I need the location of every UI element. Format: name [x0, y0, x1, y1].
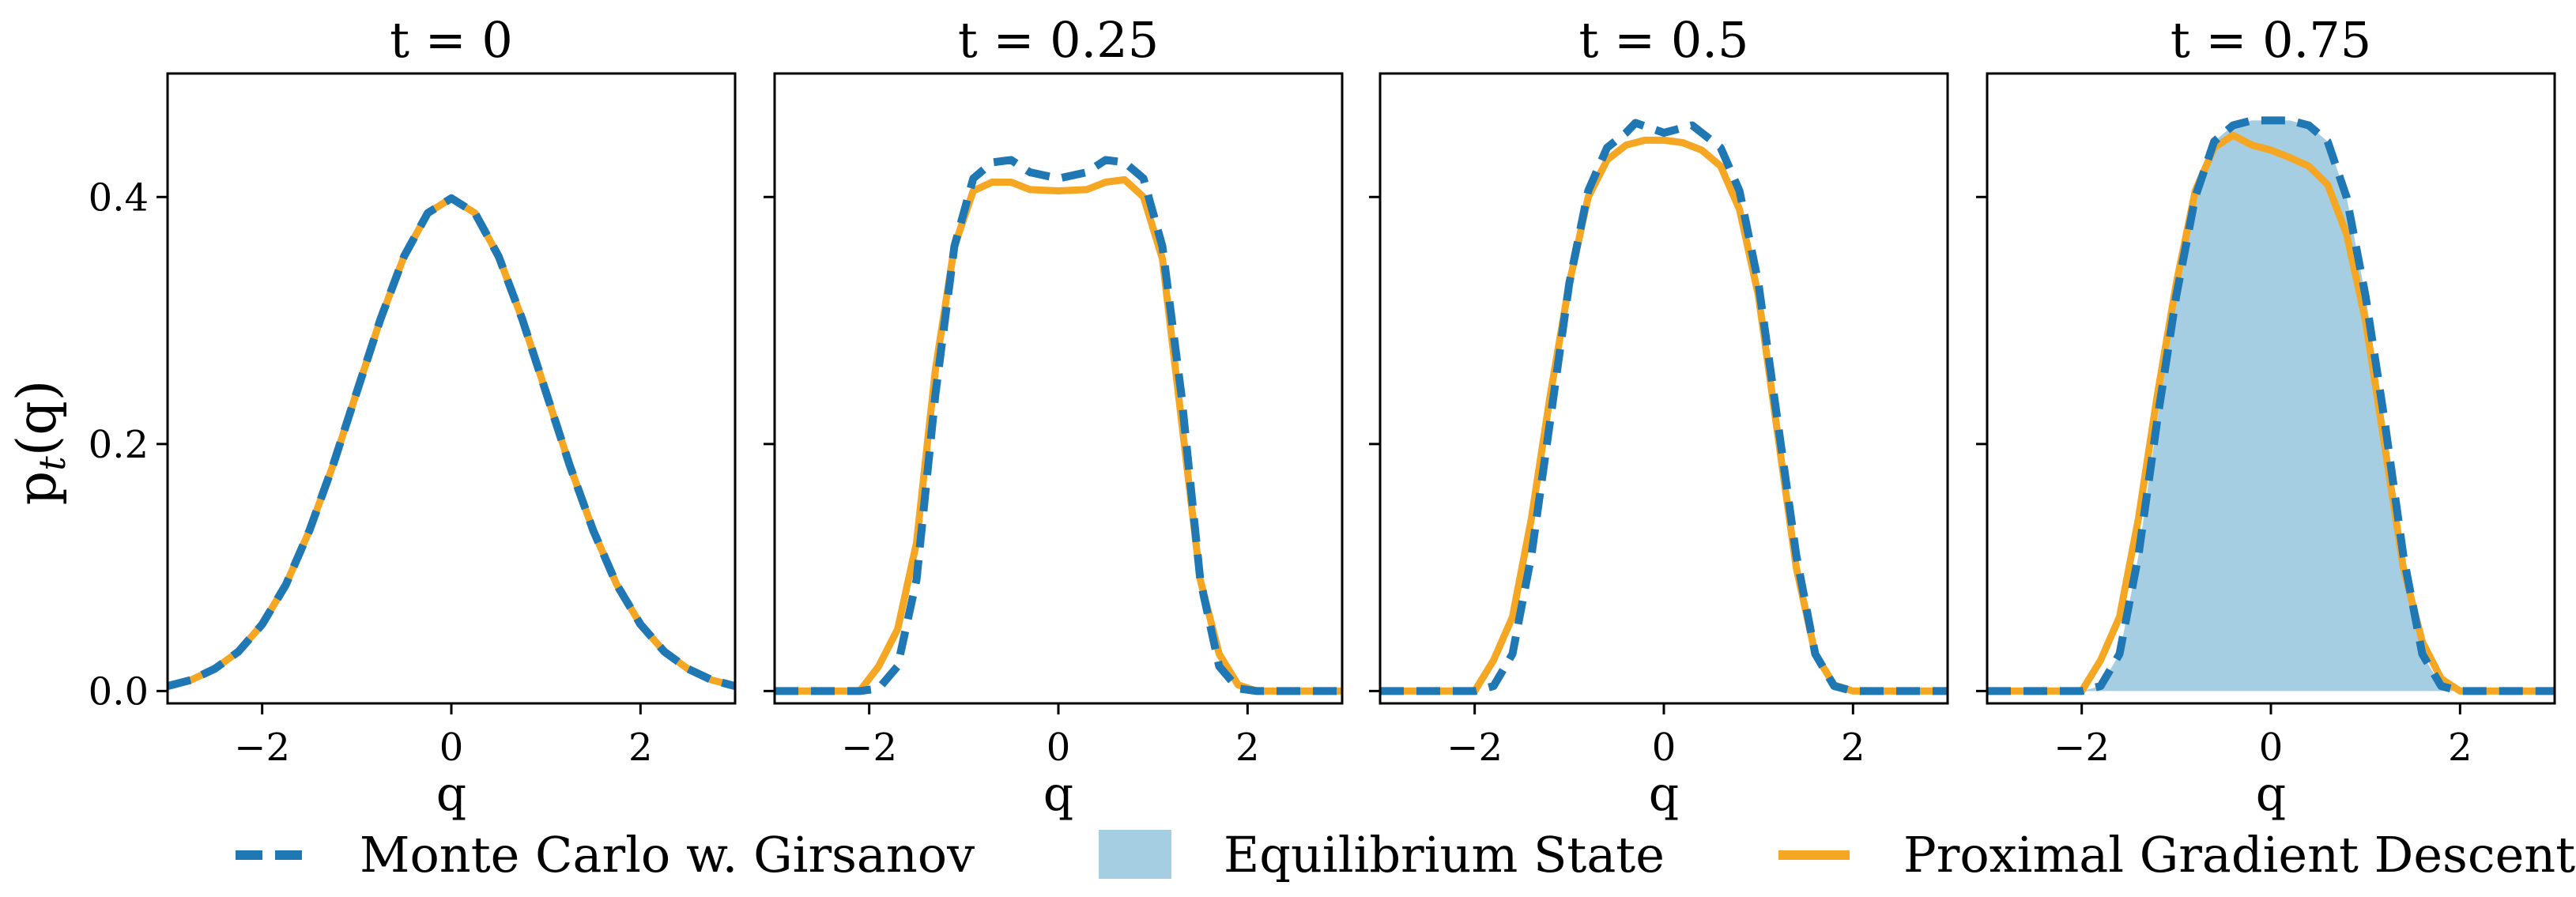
panel-frame	[773, 72, 1344, 705]
x-axis-label: q	[2256, 767, 2286, 822]
panel-3: −2 0 2 q t = 0.5	[1369, 11, 1949, 822]
x-axis-label: q	[1043, 767, 1073, 822]
legend-equilibrium-filled-box-swatch	[1099, 830, 1171, 879]
panel-4: −2 0 2 q t = 0.75	[1976, 11, 2556, 822]
x-tick-label: −2	[1446, 726, 1503, 770]
series-mc-line	[1380, 119, 1948, 695]
x-tick-label: 2	[2448, 726, 2472, 770]
x-tick-label: 0	[1652, 726, 1676, 770]
legend-label-mc: Monte Carlo w. Girsanov	[360, 826, 975, 884]
legend-label-equilibrium: Equilibrium State	[1224, 826, 1665, 884]
panel-title-3: t = 0.5	[1579, 11, 1749, 69]
panel-1: −2 0 2 q 0.0 0.2 0.4 t = 0	[89, 11, 737, 822]
x-tick-label: −2	[841, 726, 897, 770]
panel-frame	[166, 72, 737, 705]
series-equilibrium-area	[1987, 120, 2555, 692]
y-tick-label: 0.4	[89, 175, 149, 220]
x-tick-label: 0	[439, 726, 464, 770]
x-axis-label: q	[436, 767, 466, 822]
x-tick-label: −2	[234, 726, 290, 770]
x-tick-label: −2	[2054, 726, 2110, 770]
series-pgd-line	[775, 175, 1342, 695]
series-mc-line	[1987, 116, 2555, 695]
panel-title-2: t = 0.25	[958, 11, 1159, 69]
legend: Monte Carlo w. Girsanov Equilibrium Stat…	[236, 826, 2575, 884]
x-tick-label: 0	[2259, 726, 2284, 770]
panel-title-4: t = 0.75	[2171, 11, 2371, 69]
x-tick-label: 2	[1235, 726, 1260, 770]
svg-text:pt(q): pt(q)	[6, 380, 74, 506]
series-mc-line	[166, 194, 737, 690]
y-tick-label: 0.0	[89, 669, 149, 714]
x-tick-label: 2	[628, 726, 653, 770]
y-tick-label: 0.2	[89, 423, 149, 467]
legend-label-pgd: Proximal Gradient Descent	[1903, 826, 2575, 884]
panel-frame	[1379, 72, 1949, 705]
x-tick-label: 0	[1047, 726, 1071, 770]
panel-2: −2 0 2 q t = 0.25	[764, 11, 1344, 822]
chart-panels: −2 0 2 q 0.0 0.2 0.4 t = 0 −2 0 2 q t = 0.25 −2 0 2 q t =…	[89, 11, 2556, 822]
series-pgd-line	[166, 194, 737, 690]
x-tick-label: 2	[1841, 726, 1865, 770]
y-axis-label: pt(q)	[6, 380, 74, 506]
series-pgd-line	[1380, 136, 1948, 695]
panel-title-1: t = 0	[390, 11, 513, 69]
x-axis-label: q	[1649, 767, 1679, 822]
series-mc-line	[775, 156, 1342, 695]
